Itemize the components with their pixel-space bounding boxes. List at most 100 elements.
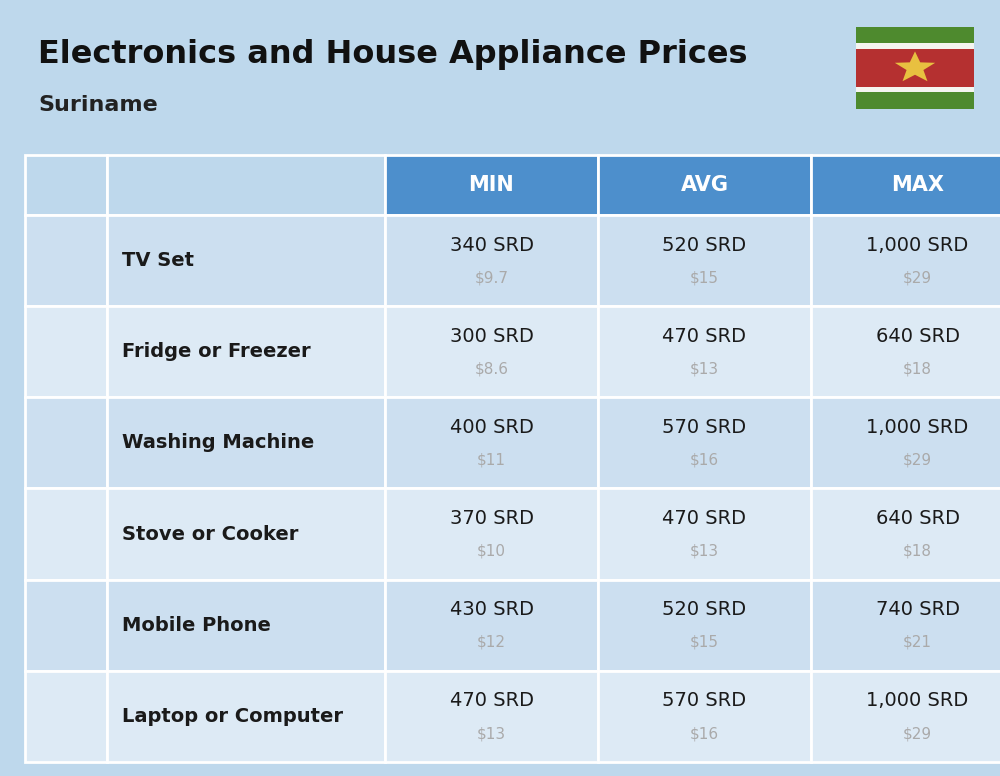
Polygon shape — [61, 282, 71, 292]
Bar — [73, 734, 78, 737]
Bar — [74, 246, 86, 261]
Text: AVG: AVG — [680, 175, 728, 195]
Bar — [59, 246, 71, 261]
Circle shape — [57, 409, 62, 415]
Text: $9.7: $9.7 — [475, 270, 509, 285]
Text: 470 SRD: 470 SRD — [450, 691, 534, 710]
FancyBboxPatch shape — [36, 405, 96, 479]
Text: $15: $15 — [690, 270, 719, 285]
Text: 1,000 SRD: 1,000 SRD — [866, 418, 969, 437]
Text: $13: $13 — [477, 726, 506, 741]
FancyBboxPatch shape — [76, 636, 85, 645]
Bar — [42, 697, 90, 705]
Text: 570 SRD: 570 SRD — [662, 691, 747, 710]
Circle shape — [47, 409, 52, 415]
Text: 520 SRD: 520 SRD — [662, 236, 747, 255]
FancyBboxPatch shape — [67, 625, 76, 635]
Text: TV Set: TV Set — [122, 251, 194, 270]
Text: $29: $29 — [903, 726, 932, 741]
Bar — [59, 734, 65, 737]
Bar — [66, 729, 71, 733]
Text: 470 SRD: 470 SRD — [662, 509, 746, 528]
Bar — [40, 729, 45, 733]
FancyBboxPatch shape — [40, 237, 92, 279]
Text: $21: $21 — [903, 635, 932, 650]
Bar — [53, 729, 58, 733]
Text: Electronics and House Appliance Prices: Electronics and House Appliance Prices — [38, 39, 748, 70]
Bar — [74, 264, 86, 275]
FancyBboxPatch shape — [57, 593, 75, 597]
Circle shape — [51, 429, 81, 464]
Circle shape — [81, 324, 84, 328]
Bar — [45, 264, 57, 275]
FancyBboxPatch shape — [76, 615, 85, 625]
Bar — [40, 734, 45, 737]
Text: $13: $13 — [690, 544, 719, 559]
Text: $15: $15 — [690, 635, 719, 650]
Text: $13: $13 — [690, 362, 719, 376]
Bar — [86, 734, 91, 737]
Circle shape — [63, 512, 69, 518]
Bar — [81, 353, 84, 376]
Circle shape — [49, 426, 83, 467]
FancyBboxPatch shape — [58, 636, 67, 645]
Bar — [42, 688, 90, 696]
Circle shape — [81, 358, 84, 362]
Bar — [79, 734, 84, 737]
Circle shape — [76, 510, 85, 521]
Text: 740 SRD: 740 SRD — [876, 601, 960, 619]
Text: $18: $18 — [903, 544, 932, 559]
FancyBboxPatch shape — [40, 508, 92, 562]
FancyBboxPatch shape — [41, 314, 91, 390]
FancyBboxPatch shape — [67, 615, 76, 625]
Text: Laptop or Computer: Laptop or Computer — [122, 707, 343, 726]
FancyBboxPatch shape — [43, 241, 89, 276]
Bar — [48, 599, 84, 603]
Circle shape — [46, 497, 53, 506]
Polygon shape — [59, 528, 73, 554]
Text: $18: $18 — [903, 362, 932, 376]
Bar — [46, 729, 51, 733]
Circle shape — [81, 369, 84, 373]
Text: Fridge or Freezer: Fridge or Freezer — [122, 342, 311, 361]
FancyBboxPatch shape — [55, 731, 77, 740]
Circle shape — [78, 512, 83, 518]
Bar — [41, 469, 91, 476]
FancyBboxPatch shape — [34, 725, 98, 742]
Text: $11: $11 — [477, 452, 506, 467]
FancyBboxPatch shape — [34, 498, 98, 569]
Bar — [42, 706, 90, 715]
Text: $16: $16 — [690, 726, 719, 741]
Circle shape — [57, 439, 64, 447]
FancyBboxPatch shape — [58, 615, 67, 625]
Text: MIN: MIN — [469, 175, 514, 195]
Text: 640 SRD: 640 SRD — [876, 327, 960, 345]
Text: 400 SRD: 400 SRD — [450, 418, 533, 437]
Text: Mobile Phone: Mobile Phone — [122, 616, 271, 635]
FancyBboxPatch shape — [50, 615, 58, 625]
Polygon shape — [63, 532, 69, 546]
Circle shape — [61, 510, 71, 521]
FancyBboxPatch shape — [58, 625, 67, 635]
Bar — [73, 729, 78, 733]
Text: 470 SRD: 470 SRD — [662, 327, 746, 345]
FancyBboxPatch shape — [47, 598, 85, 654]
Text: MAX: MAX — [891, 175, 944, 195]
Text: 520 SRD: 520 SRD — [662, 601, 747, 619]
Bar — [53, 734, 58, 737]
Circle shape — [49, 512, 54, 518]
Circle shape — [63, 654, 69, 662]
Text: ≈: ≈ — [81, 241, 90, 251]
Bar — [79, 729, 84, 733]
FancyBboxPatch shape — [50, 636, 58, 645]
Circle shape — [67, 449, 72, 456]
Bar — [59, 264, 71, 275]
Bar — [46, 734, 51, 737]
Bar — [48, 386, 55, 390]
Bar — [38, 407, 94, 417]
Bar — [81, 324, 84, 338]
FancyBboxPatch shape — [67, 636, 76, 645]
Bar — [45, 246, 57, 261]
FancyBboxPatch shape — [36, 231, 96, 285]
Circle shape — [81, 331, 84, 335]
